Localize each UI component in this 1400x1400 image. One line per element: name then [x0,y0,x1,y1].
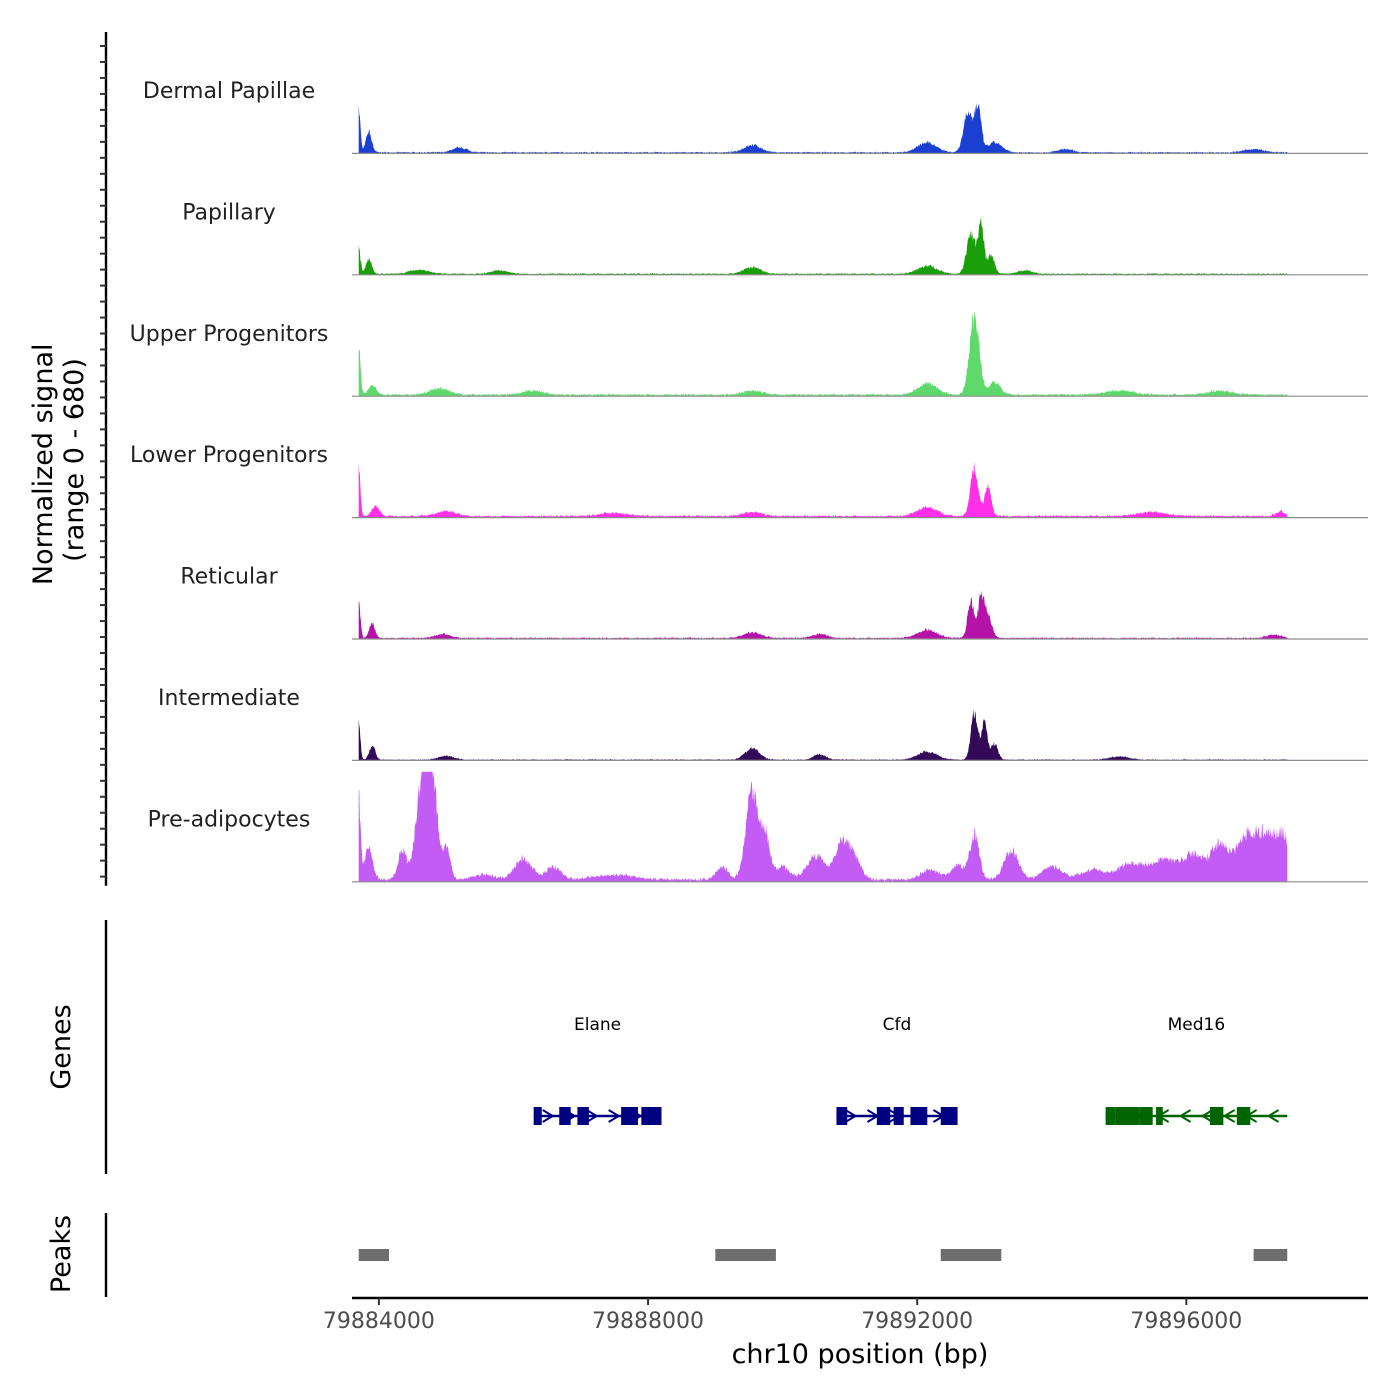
gene-label: Elane [574,1015,621,1035]
x-axis-title: chr10 position (bp) [732,1339,989,1370]
strand-arrow [608,1109,621,1123]
gene-cfd: Cfd [836,1015,958,1125]
strand-arrow [1222,1109,1236,1123]
gene-exon [876,1107,891,1125]
track-pre-adipocytes: Pre-adipocytes [148,771,1368,883]
gene-exon [1236,1107,1251,1125]
gene-exon [893,1107,904,1125]
gene-exon [621,1107,638,1125]
peak-region [1253,1249,1288,1261]
gene-exon [577,1107,589,1125]
track-label: Intermediate [158,686,300,711]
x-tick-label: 79888000 [592,1309,704,1334]
gene-exon [1209,1107,1224,1125]
gene-exon [641,1107,662,1125]
y-axis-title: Normalized signal (range 0 - 680) [28,335,90,585]
track-label: Reticular [180,565,278,590]
strand-arrow [844,1109,858,1123]
peak-track [104,1213,1288,1297]
x-axis: 79884000 79888000 79892000 79896000 [323,1296,1368,1334]
gene-med16: Med16 [1105,1015,1288,1125]
coverage-area [358,590,1288,639]
y-axis-title-line-2: (range 0 - 680) [59,358,90,562]
coverage-area [358,771,1288,882]
track-label: Dermal Papillae [143,79,315,104]
gene-exon [1115,1107,1140,1125]
coverage-area [358,217,1288,275]
strand-arrow [1266,1109,1280,1123]
coverage-area [358,462,1288,518]
track-label: Papillary [182,200,276,225]
coverage-area [358,102,1288,154]
gene-exon [940,1107,958,1125]
gene-elane: Elane [533,1015,662,1125]
track-intermediate: Intermediate [158,686,1368,762]
x-tick-label: 79884000 [323,1309,435,1334]
y-axis-title-line-1: Normalized signal [28,344,59,586]
strand-arrow [586,1109,599,1123]
strand-arrow [542,1109,555,1123]
gene-exon [1139,1107,1153,1125]
gene-label: Cfd [883,1015,912,1035]
gene-exon [559,1107,571,1125]
peak-region [940,1249,1002,1261]
gene-annotation-track: Elane Cfd Med16 [104,920,1288,1174]
strand-arrow [1178,1109,1192,1123]
gene-exon [910,1107,928,1125]
x-tick-label: 79896000 [1130,1309,1242,1334]
coverage-area [358,311,1288,397]
track-label: Pre-adipocytes [148,807,311,832]
track-upper-progenitors: Upper Progenitors [130,311,1368,397]
gene-exon [1156,1107,1163,1125]
x-tick-label: 79892000 [861,1309,973,1334]
track-lower-progenitors: Lower Progenitors [130,443,1368,519]
gene-exon [1105,1107,1116,1125]
coverage-area [358,709,1288,761]
coverage-tracks: Dermal Papillae Papillary Upper Progenitor… [130,79,1368,883]
peak-region [358,1249,390,1261]
gene-exon [533,1107,542,1125]
track-label: Upper Progenitors [130,322,329,347]
peak-region [715,1249,776,1261]
peaks-track-title: Peaks [46,1215,77,1293]
strand-arrow [1200,1109,1214,1123]
track-reticular: Reticular [180,565,1368,640]
track-label: Lower Progenitors [130,443,328,468]
track-dermal-papillae: Dermal Papillae [143,79,1368,154]
gene-exon [836,1107,848,1125]
signal-y-axis [100,32,108,886]
track-papillary: Papillary [182,200,1368,276]
genes-track-title: Genes [46,1004,77,1089]
gene-label: Med16 [1168,1015,1226,1035]
